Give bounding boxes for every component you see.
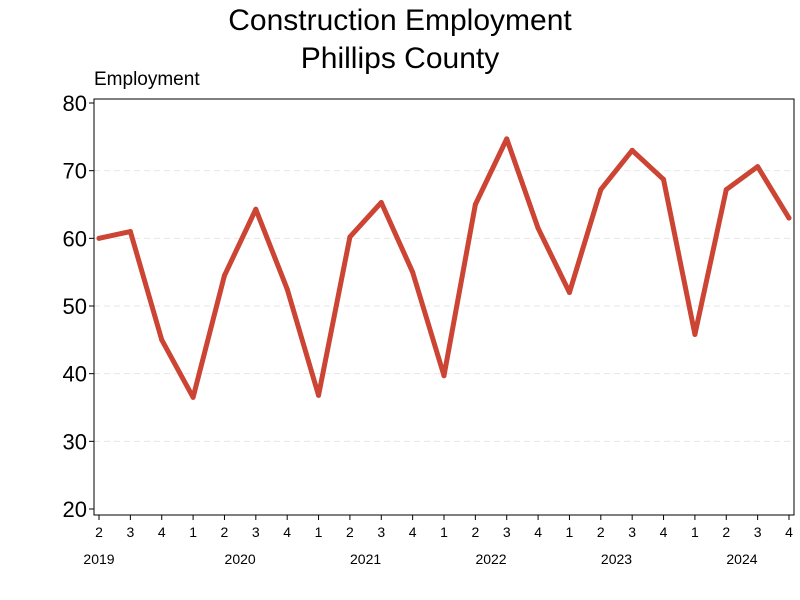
data-point — [410, 269, 416, 275]
data-point — [96, 235, 102, 241]
data-point — [127, 229, 133, 235]
x-tick-label: 1 — [691, 524, 699, 540]
x-tick-label: 3 — [503, 524, 511, 540]
series-line — [96, 136, 792, 400]
data-point — [347, 234, 353, 240]
x-axis-ticks: 2 3 4 1 2 3 4 1 2 3 4 1 2 3 4 1 2 3 4 1 2 3 4 2019 2020 2021 2022 2… — [83, 515, 793, 567]
plot-frame — [93, 98, 795, 516]
y-axis-ticks: 20 30 40 50 60 70 80 — [63, 91, 94, 522]
x-tick-label: 3 — [628, 524, 636, 540]
y-axis-label: Employment — [94, 69, 200, 90]
x-tick-label: 3 — [252, 524, 260, 540]
x-tick-label: 1 — [315, 524, 323, 540]
data-point — [629, 147, 635, 153]
x-tick-label: 4 — [534, 524, 542, 540]
x-tick-label: 4 — [409, 524, 417, 540]
x-tick-label: 4 — [158, 524, 166, 540]
x-year-label: 2019 — [83, 551, 114, 567]
data-point — [221, 273, 227, 279]
chart-title-line1: Construction Employment — [228, 4, 572, 37]
x-tick-label: 1 — [440, 524, 448, 540]
data-point — [535, 225, 541, 231]
data-point — [723, 187, 729, 193]
x-tick-label: 4 — [660, 524, 668, 540]
data-point — [661, 176, 667, 182]
data-point — [786, 215, 792, 221]
data-point — [566, 289, 572, 295]
data-point — [441, 373, 447, 379]
x-tick-label: 2 — [597, 524, 605, 540]
x-year-label: 2021 — [350, 551, 381, 567]
y-tick-label: 50 — [63, 294, 87, 319]
y-tick-label: 20 — [63, 497, 87, 522]
data-point — [378, 199, 384, 205]
data-point — [504, 136, 510, 142]
y-tick-label: 60 — [63, 226, 87, 251]
x-tick-label: 2 — [471, 524, 479, 540]
x-tick-label: 2 — [346, 524, 354, 540]
x-tick-label: 4 — [785, 524, 793, 540]
x-year-label: 2022 — [475, 551, 506, 567]
x-tick-label: 1 — [566, 524, 574, 540]
x-tick-label: 4 — [283, 524, 291, 540]
x-year-label: 2023 — [601, 551, 632, 567]
x-tick-label: 2 — [95, 524, 103, 540]
x-tick-label: 1 — [189, 524, 197, 540]
x-tick-label: 3 — [377, 524, 385, 540]
x-tick-label: 2 — [221, 524, 229, 540]
y-tick-label: 30 — [63, 429, 87, 454]
data-point — [190, 394, 196, 400]
y-tick-label: 80 — [63, 91, 87, 116]
series-layer — [96, 136, 792, 400]
data-point — [316, 392, 322, 398]
x-tick-label: 2 — [722, 524, 730, 540]
x-tick-label: 3 — [754, 524, 762, 540]
data-point — [472, 202, 478, 207]
y-tick-label: 40 — [63, 362, 87, 387]
x-year-label: 2020 — [225, 551, 256, 567]
x-tick-label: 3 — [126, 524, 134, 540]
x-year-label: 2024 — [726, 551, 757, 567]
data-point — [692, 331, 698, 337]
data-point — [284, 286, 290, 292]
data-point — [159, 337, 165, 343]
data-point — [755, 164, 761, 170]
chart-title-line2: Phillips County — [301, 42, 499, 75]
data-point — [598, 187, 604, 193]
y-tick-label: 70 — [63, 159, 87, 184]
data-point — [253, 206, 259, 212]
